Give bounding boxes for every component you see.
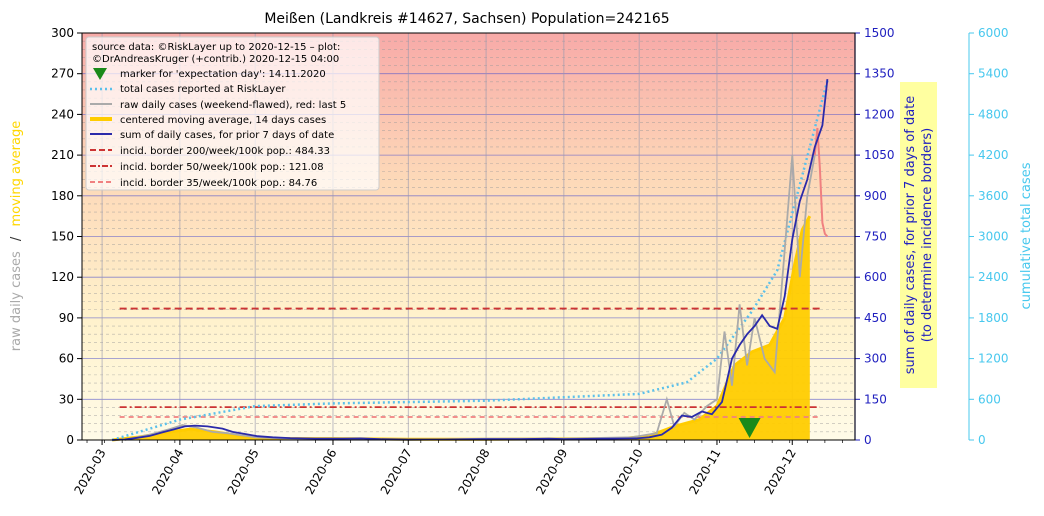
y-right2-tick-label: 1200 bbox=[978, 352, 1009, 366]
y-right1-tick-label: 1500 bbox=[864, 26, 895, 40]
y-left-label-sep: / bbox=[9, 236, 24, 241]
x-tick-label: 2020-08 bbox=[455, 447, 492, 497]
legend-marker-icon bbox=[93, 68, 107, 80]
legend-source-line1: source data: ©RiskLayer up to 2020-12-15… bbox=[92, 42, 340, 53]
y-right1-tick-label: 750 bbox=[864, 230, 887, 244]
x-tick-label: 2020-03 bbox=[71, 447, 108, 497]
y-left-tick-label: 30 bbox=[59, 392, 74, 406]
legend: source data: ©RiskLayer up to 2020-12-15… bbox=[85, 36, 380, 191]
y-right2-label: cumulative total cases bbox=[1019, 162, 1034, 309]
total-cases-line bbox=[111, 80, 829, 442]
legend-item-b35: incid. border 35/week/100k pop.: 84.76 bbox=[120, 178, 317, 189]
x-tick-label: 2020-07 bbox=[378, 447, 415, 497]
expectation-marker bbox=[738, 418, 761, 438]
y-right1-tick-label: 300 bbox=[864, 352, 887, 366]
y-right1-tick-label: 1350 bbox=[864, 67, 895, 81]
y-right2-tick-label: 4800 bbox=[978, 107, 1009, 121]
y-left-tick-label: 240 bbox=[51, 107, 74, 121]
y-left-tick-label: 270 bbox=[51, 67, 74, 81]
y-left-label-raw: raw daily cases bbox=[9, 251, 24, 351]
chart-title: Meißen (Landkreis #14627, Sachsen) Popul… bbox=[264, 11, 669, 27]
legend-item-b200: incid. border 200/week/100k pop.: 484.33 bbox=[120, 146, 330, 157]
x-tick-label: 2020-11 bbox=[686, 447, 723, 497]
y-right1-tick-label: 450 bbox=[864, 311, 887, 325]
legend-item-raw: raw daily cases (weekend-flawed), red: l… bbox=[120, 100, 346, 111]
legend-item-b50: incid. border 50/week/100k pop.: 121.08 bbox=[120, 162, 324, 173]
legend-source-line2: ©DrAndreasKruger (+contrib.) 2020-12-15 … bbox=[92, 54, 339, 65]
y-left-tick-label: 180 bbox=[51, 189, 74, 203]
y-left-tick-label: 120 bbox=[51, 270, 74, 284]
y-left-tick-label: 0 bbox=[66, 433, 74, 447]
x-tick-label: 2020-10 bbox=[609, 447, 646, 497]
raw-daily-line bbox=[124, 154, 816, 441]
y-right2-tick-label: 6000 bbox=[978, 26, 1009, 40]
raw-last5-line bbox=[813, 127, 829, 238]
y-right2-tick-label: 600 bbox=[978, 392, 1001, 406]
y-left-tick-label: 300 bbox=[51, 26, 74, 40]
x-tick-label: 2020-06 bbox=[302, 447, 339, 497]
y-right1-label-line2: (to determine incidence borders) bbox=[920, 128, 935, 343]
y-left-tick-label: 60 bbox=[59, 352, 74, 366]
y-left-label-ma: moving average bbox=[9, 121, 24, 227]
y-left-tick-label: 90 bbox=[59, 311, 74, 325]
x-tick-label: 2020-04 bbox=[149, 447, 186, 497]
legend-item-marker: marker for 'expectation day': 14.11.2020 bbox=[120, 69, 326, 80]
legend-item-total: total cases reported at RiskLayer bbox=[120, 84, 286, 95]
y-right2-tick-label: 3600 bbox=[978, 189, 1009, 203]
y-right2-tick-label: 2400 bbox=[978, 270, 1009, 284]
legend-item-moving-avg: centered moving average, 14 days cases bbox=[120, 115, 326, 126]
y-right1-tick-label: 1050 bbox=[864, 148, 895, 162]
moving-average-fill bbox=[112, 216, 810, 440]
x-tick-label: 2020-05 bbox=[225, 447, 262, 497]
grid bbox=[82, 33, 855, 440]
y-left-label: raw daily cases / moving average bbox=[9, 121, 24, 351]
legend-item-sum7: sum of daily cases, for prior 7 days of … bbox=[120, 130, 334, 141]
y-right2-tick-label: 0 bbox=[978, 433, 986, 447]
y-right2-tick-label: 5400 bbox=[978, 67, 1009, 81]
y-right2-tick-label: 4200 bbox=[978, 148, 1009, 162]
series-lines bbox=[111, 79, 829, 442]
y-right2-tick-label: 1800 bbox=[978, 311, 1009, 325]
y-right1-tick-label: 0 bbox=[864, 433, 872, 447]
x-tick-label: 2020-12 bbox=[762, 447, 799, 497]
sum7-line bbox=[112, 79, 829, 441]
y-right1-tick-label: 900 bbox=[864, 189, 887, 203]
right1-label-box bbox=[900, 82, 937, 388]
x-tick-label: 2020-09 bbox=[533, 447, 570, 497]
y-right1-tick-label: 1200 bbox=[864, 107, 895, 121]
y-right1-label-line1: sum of daily cases, for prior 7 days of … bbox=[903, 96, 918, 375]
plot-frame bbox=[81, 32, 856, 441]
y-right1-tick-label: 600 bbox=[864, 270, 887, 284]
y-left-tick-label: 150 bbox=[51, 230, 74, 244]
legend-box bbox=[85, 36, 380, 191]
y-right2-tick-label: 3000 bbox=[978, 230, 1009, 244]
y-right1-tick-label: 150 bbox=[864, 392, 887, 406]
moving-average-area bbox=[112, 216, 810, 440]
y-left-tick-label: 210 bbox=[51, 148, 74, 162]
